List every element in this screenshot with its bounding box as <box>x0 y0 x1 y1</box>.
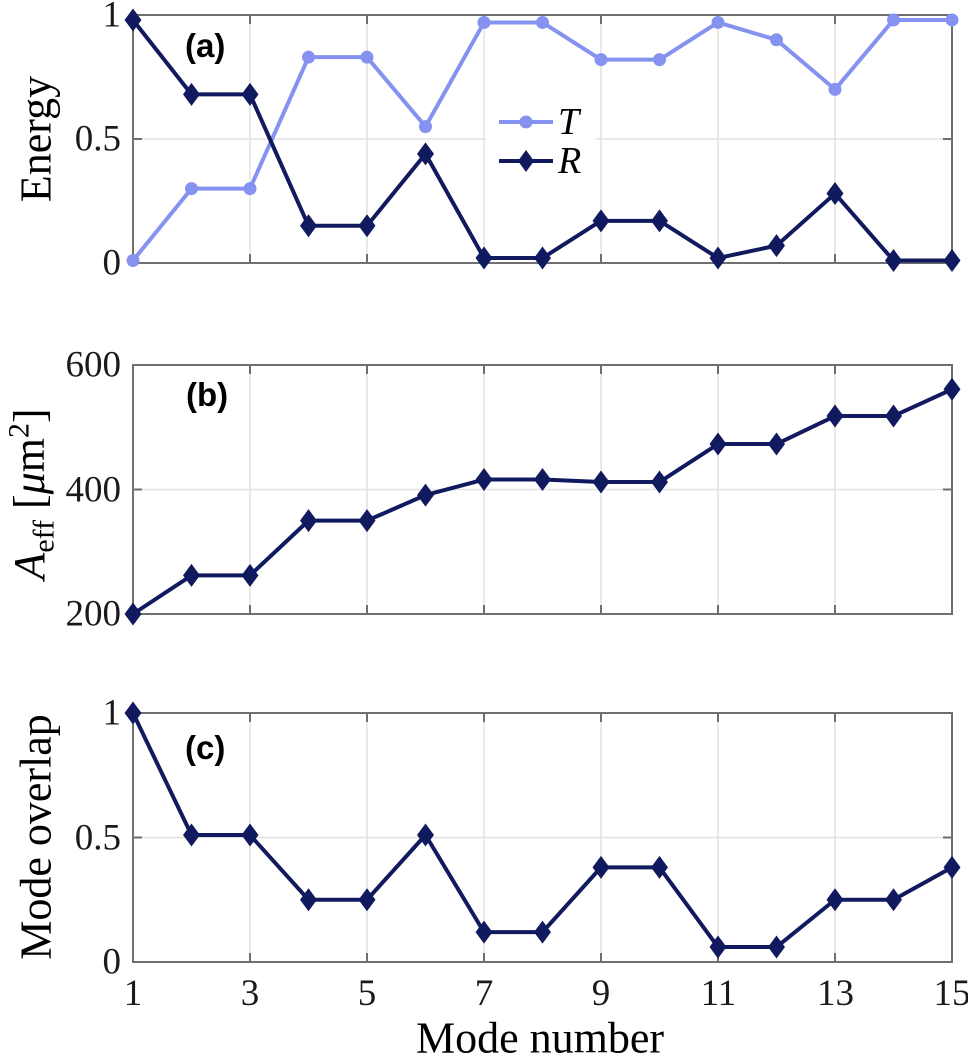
xtick-label: 11 <box>700 973 737 1014</box>
panel-label-c: (c) <box>185 729 226 766</box>
panel-label-a: (a) <box>185 27 226 64</box>
ylabel-aeff-m: m <box>4 438 54 473</box>
ytick-label: 0 <box>102 242 122 284</box>
ylabel-aeff-close-bracket: ] <box>4 408 54 424</box>
xtick-label: 1 <box>123 973 143 1014</box>
ylabel-aeff-var: A <box>4 552 54 580</box>
ylabel-aeff: Aeff [μm2] <box>2 408 61 579</box>
ytick-label: 400 <box>65 469 122 510</box>
xtick-label: 15 <box>933 973 968 1014</box>
ylabel-aeff-mu: μ <box>4 472 54 495</box>
xtick-label: 7 <box>474 973 494 1014</box>
ylabel-aeff-open-bracket: [ <box>4 494 54 521</box>
ylabel-energy: Energy <box>11 75 61 203</box>
legend-entry-R: R <box>558 140 582 182</box>
xtick-label: 3 <box>240 973 260 1014</box>
ylabel-aeff-sub: eff <box>27 520 61 553</box>
panel-label-b: (b) <box>186 376 229 413</box>
ytick-label: 1 <box>102 0 122 36</box>
legend-entry-T: T <box>558 101 580 143</box>
ytick-label: 0.5 <box>74 817 121 858</box>
ylabel-mode-overlap: Mode overlap <box>11 714 61 960</box>
xtick-label: 5 <box>357 973 377 1014</box>
xtick-label: 9 <box>591 973 611 1014</box>
ytick-label: 0.5 <box>74 118 121 160</box>
ytick-label: 1 <box>102 692 122 734</box>
ylabel-aeff-sup: 2 <box>2 423 36 439</box>
ytick-label: 600 <box>65 344 122 386</box>
xtick-label: 13 <box>817 973 854 1014</box>
ytick-label: 0 <box>102 941 122 983</box>
ytick-label: 200 <box>65 593 122 635</box>
xlabel-mode-number: Mode number <box>415 1013 665 1063</box>
